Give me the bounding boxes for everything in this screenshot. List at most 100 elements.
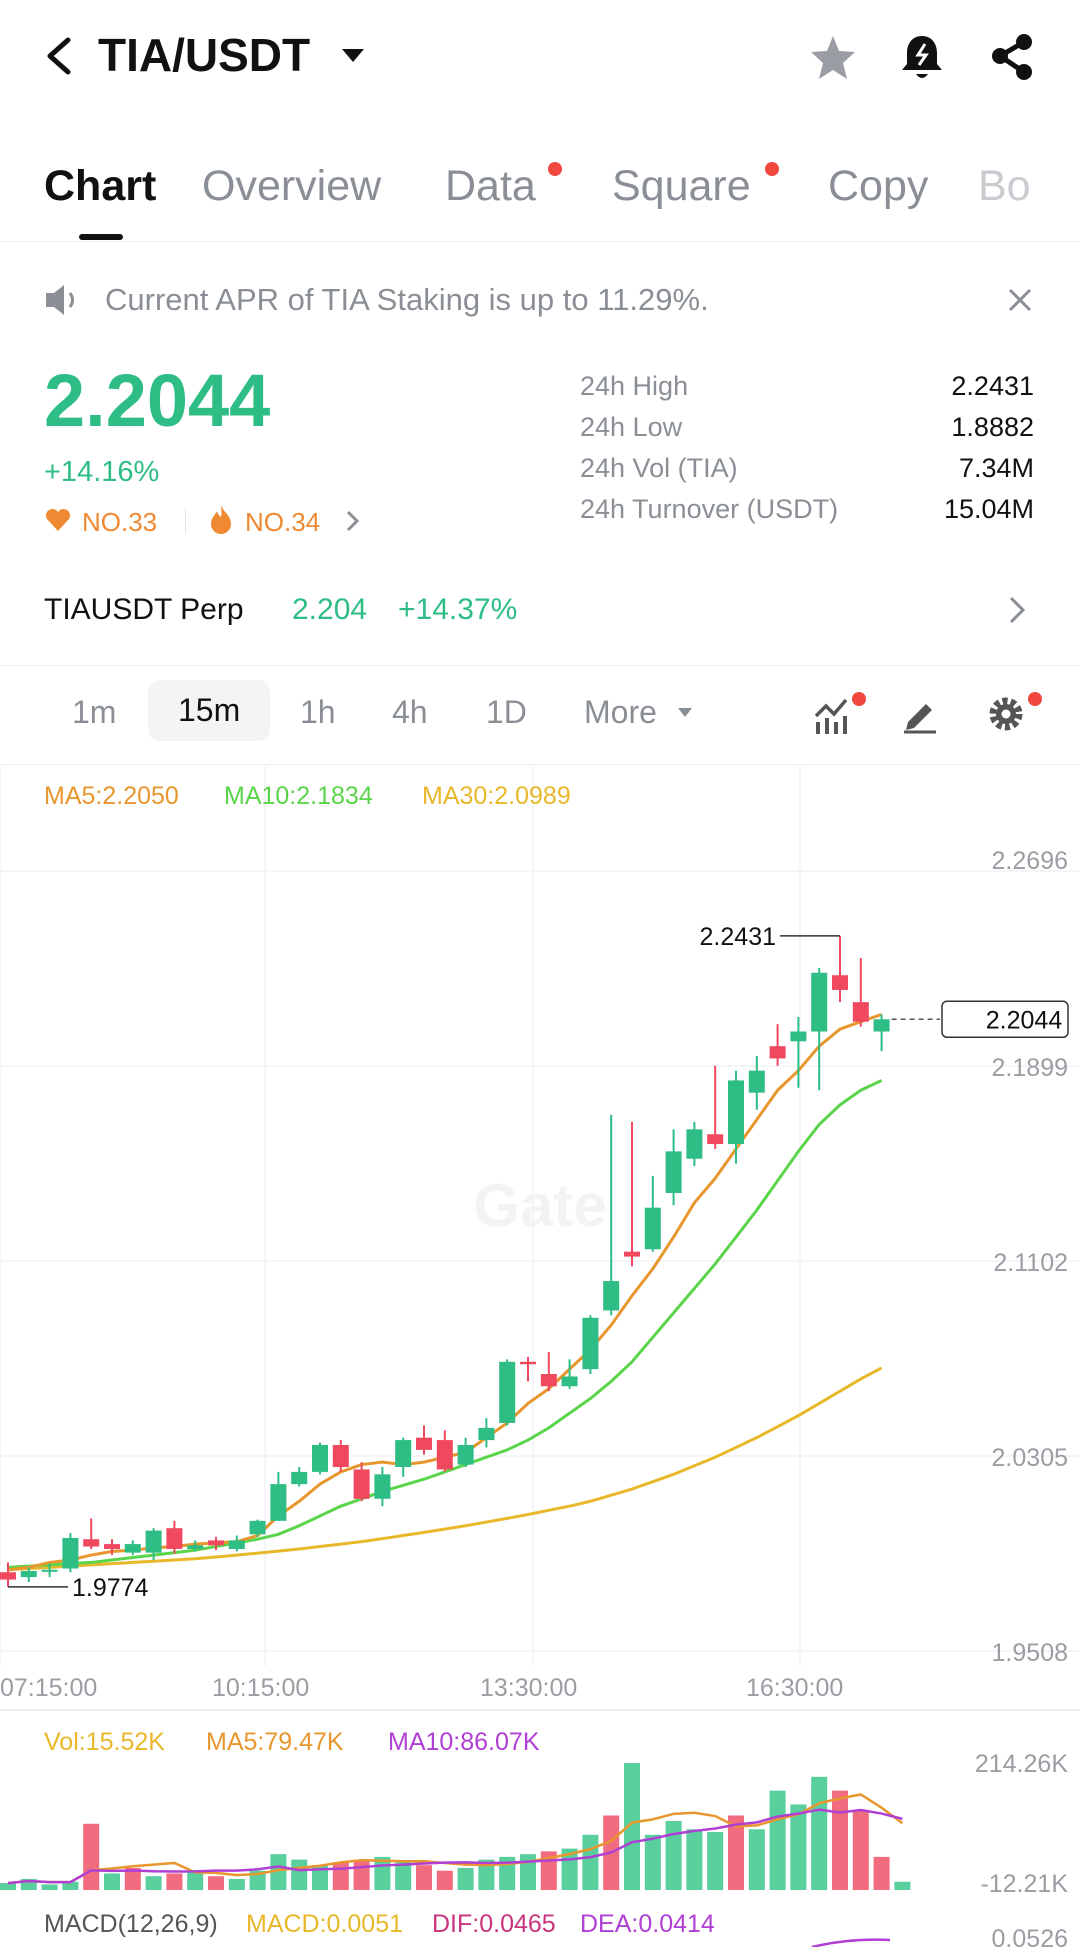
- tab-overview[interactable]: Overview: [202, 162, 382, 210]
- volume-bar: [166, 1873, 183, 1890]
- volume-bar: [873, 1856, 890, 1890]
- chevron-right-icon[interactable]: [344, 508, 362, 534]
- volume-bar: [312, 1865, 328, 1890]
- candle-body: [353, 1469, 370, 1499]
- settings-notification-dot: [1028, 692, 1042, 706]
- indicators-icon[interactable]: [812, 692, 856, 736]
- candle-body: [228, 1540, 245, 1549]
- tab-chart[interactable]: Chart: [44, 162, 157, 210]
- volume-bar: [208, 1876, 224, 1890]
- stat-label-high: 24h High: [580, 371, 689, 401]
- candle-body: [457, 1444, 474, 1465]
- stat-value-low: 1.8882: [951, 412, 1034, 442]
- x-tick-label: 07:15:00: [0, 1674, 97, 1702]
- candle-body: [624, 1251, 640, 1257]
- x-tick-label: 16:30:00: [746, 1674, 843, 1702]
- pencil-icon[interactable]: [900, 694, 940, 734]
- candle-body: [603, 1281, 620, 1311]
- volume-bar: [395, 1862, 412, 1890]
- candle-body: [769, 1046, 786, 1059]
- timeframe-1h[interactable]: 1h: [300, 694, 336, 730]
- macd-dif: DIF:0.0465: [432, 1910, 556, 1938]
- speaker-icon: [46, 285, 74, 315]
- macd-dea-line: [811, 1938, 891, 1947]
- price-chart[interactable]: Gate MA5:2.2050 MA10:2.1834 MA30:2.0989 …: [0, 766, 1080, 1947]
- candle-body: [478, 1427, 495, 1441]
- stat-value-vol: 7.34M: [958, 453, 1034, 483]
- candle-body: [145, 1530, 162, 1553]
- pair-title[interactable]: TIA/USDT: [98, 29, 311, 81]
- volume-legend-ma10: MA10:86.07K: [388, 1728, 540, 1756]
- candle-body: [561, 1376, 578, 1387]
- settings-gear-icon[interactable]: [986, 694, 1026, 734]
- candle-body: [208, 1540, 224, 1546]
- perp-price: 2.204: [292, 593, 368, 626]
- candle-body: [686, 1129, 703, 1159]
- macd-value: MACD:0.0051: [246, 1910, 403, 1938]
- candle-body: [104, 1544, 120, 1549]
- timeframe-4h[interactable]: 4h: [392, 694, 428, 730]
- last-price-label: 2.2044: [986, 1006, 1063, 1034]
- volume-bar: [353, 1859, 370, 1890]
- stat-label-turnover: 24h Turnover (USDT): [580, 494, 839, 524]
- announcement-bar[interactable]: Current APR of TIA Staking is up to 11.2…: [0, 272, 1080, 332]
- volume-legend-ma5: MA5:79.47K: [206, 1728, 344, 1756]
- candle-body: [811, 972, 828, 1032]
- x-tick-label: 10:15:00: [212, 1674, 309, 1702]
- tab-data-notification-dot: [548, 162, 562, 176]
- volume-bar: [249, 1870, 266, 1890]
- candle-body: [644, 1207, 661, 1250]
- macd-dea: DEA:0.0414: [580, 1910, 715, 1938]
- timeframe-1d[interactable]: 1D: [486, 694, 527, 730]
- y-tick-label: 2.2696: [992, 847, 1068, 875]
- volume-bar: [478, 1859, 495, 1890]
- candle-body: [312, 1444, 328, 1472]
- legend-ma5: MA5:2.2050: [44, 782, 179, 810]
- timeframe-15m[interactable]: 15m: [148, 680, 271, 741]
- chevron-right-icon[interactable]: [1006, 594, 1028, 626]
- volume-bar: [520, 1854, 536, 1890]
- timeframe-more[interactable]: More: [584, 694, 657, 730]
- indicators-notification-dot: [852, 692, 866, 706]
- volume-bar: [145, 1876, 162, 1890]
- volume-y-top: 214.26K: [975, 1750, 1068, 1778]
- caret-down-icon[interactable]: [340, 47, 366, 65]
- candle-body: [520, 1361, 536, 1365]
- ma30-line: [7, 1366, 883, 1572]
- star-icon[interactable]: [808, 34, 858, 82]
- candle-body: [187, 1545, 204, 1549]
- rank-hot[interactable]: NO.34: [245, 507, 321, 537]
- stat-label-vol: 24h Vol (TIA): [580, 453, 738, 483]
- rank-popular[interactable]: NO.33: [82, 507, 158, 537]
- volume-legend-vol: Vol:15.52K: [44, 1728, 165, 1756]
- candle-body: [499, 1361, 516, 1423]
- volume-bar: [832, 1790, 848, 1890]
- stat-label-low: 24h Low: [580, 412, 683, 442]
- volume-bar: [665, 1821, 682, 1890]
- tab-data[interactable]: Data: [445, 162, 536, 210]
- y-tick-label: 2.0305: [992, 1444, 1068, 1472]
- caret-down-icon[interactable]: [676, 706, 694, 720]
- candle-body: [832, 975, 848, 990]
- share-icon[interactable]: [988, 32, 1038, 82]
- tab-bar: Chart Overview Data Square Copy Bo: [0, 150, 1080, 242]
- tab-copy[interactable]: Copy: [828, 162, 929, 210]
- y-tick-label: 1.9508: [992, 1639, 1068, 1667]
- perp-row[interactable]: TIAUSDT Perp 2.204 +14.37%: [0, 580, 1080, 650]
- volume-bar: [332, 1862, 349, 1890]
- candle-body: [665, 1151, 682, 1193]
- last-price-box: [941, 1000, 1069, 1039]
- tab-square[interactable]: Square: [612, 162, 751, 210]
- candle-body: [748, 1070, 765, 1093]
- timeframe-1m[interactable]: 1m: [72, 694, 117, 730]
- tab-bots-partial[interactable]: Bo: [978, 162, 1031, 210]
- legend-ma30: MA30:2.0989: [422, 782, 571, 810]
- high-marker-label: 2.2431: [700, 923, 776, 951]
- candle-body: [582, 1317, 599, 1370]
- close-icon[interactable]: [1006, 286, 1034, 314]
- back-arrow-icon[interactable]: [40, 34, 80, 78]
- top-bar: TIA/USDT: [0, 0, 1080, 120]
- candle-body: [790, 1031, 807, 1042]
- candle-body: [62, 1537, 79, 1569]
- bell-icon[interactable]: [898, 32, 946, 82]
